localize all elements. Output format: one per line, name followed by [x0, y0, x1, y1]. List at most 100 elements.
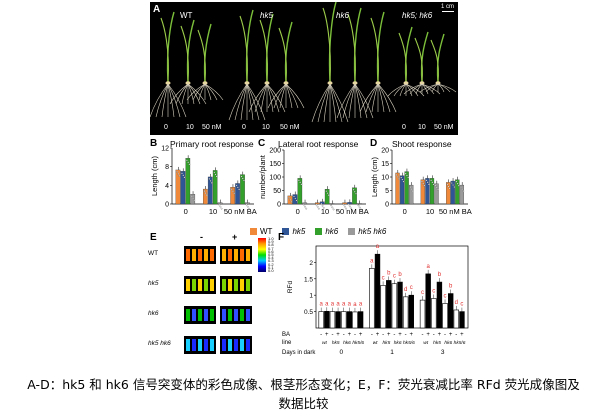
data-point — [187, 161, 189, 164]
leaf-segment — [204, 279, 208, 291]
ba-sign: - — [354, 332, 356, 338]
seedling-leaf — [259, 19, 268, 83]
ba-sign: + — [426, 332, 430, 338]
data-point — [245, 203, 248, 206]
y-tick-label: 0 — [385, 202, 389, 209]
data-point — [237, 186, 239, 189]
data-point — [215, 175, 218, 178]
days-row-label: Days in dark — [282, 350, 316, 356]
day-label: 0 — [340, 349, 344, 356]
significance-letter: c — [393, 274, 396, 280]
y-axis-label: Length (cm) — [370, 156, 379, 197]
ba-sign: - — [405, 332, 407, 338]
seedling-root — [240, 83, 248, 121]
data-point — [432, 183, 435, 186]
significance-letter: a — [376, 244, 380, 250]
seed — [419, 81, 425, 85]
data-point — [327, 194, 330, 196]
bar — [459, 184, 465, 205]
bar — [190, 194, 196, 205]
seedling-root — [248, 83, 268, 113]
ba-sign: + — [348, 332, 352, 338]
data-point — [246, 205, 249, 208]
data-point — [446, 183, 449, 186]
colorbar-tick-label: 0.3 — [268, 258, 274, 264]
seedling-root — [279, 83, 287, 109]
data-point — [330, 204, 332, 207]
seedling-root — [285, 83, 299, 109]
data-point — [300, 183, 303, 186]
line-label: hk5/6 — [454, 340, 466, 346]
significance-letter: a — [353, 302, 357, 308]
ba-sign: - — [371, 332, 373, 338]
data-point — [423, 184, 426, 187]
line-label: hk6 — [444, 340, 452, 346]
bar — [357, 311, 364, 329]
seedling — [311, 2, 349, 123]
colorbar-tick-label: 0.2 — [268, 261, 274, 267]
data-point — [448, 187, 451, 190]
bar — [240, 174, 245, 205]
dose-label: 0 — [164, 124, 168, 131]
leaf-segment — [186, 309, 190, 321]
seedling-leaf — [404, 26, 413, 83]
seedling-leaf — [239, 15, 248, 83]
legend-item-wt: WT — [250, 227, 272, 236]
row-label-hk5hk6: hk5 hk6 — [148, 340, 171, 347]
data-point — [203, 190, 206, 192]
data-point — [461, 188, 463, 190]
data-point — [219, 205, 222, 208]
line-label: hk5 — [433, 340, 441, 346]
significance-letter: c — [421, 290, 424, 296]
seedling-leaf — [347, 13, 356, 83]
leaf-segment — [228, 309, 232, 321]
seedling-leaf — [376, 11, 385, 83]
panel-f-rfd-chart: F 0.5 1 1.5 2 RFd a a a a a a a a a a c b c b d c c a c b c b d c BA l… — [278, 232, 474, 366]
bar — [342, 202, 347, 205]
data-point — [447, 185, 450, 188]
genotype-label-hk6: hk6 — [336, 11, 349, 20]
bar — [409, 184, 414, 205]
leaf-segment — [234, 309, 238, 321]
leaf-segment — [234, 279, 238, 291]
seedling-root — [155, 83, 169, 118]
y-tick-label: 10 — [381, 175, 389, 182]
seedling-root — [273, 83, 287, 109]
day-label: 3 — [441, 349, 445, 356]
leaf-segment — [204, 339, 208, 351]
data-point — [453, 186, 456, 188]
bar — [419, 299, 426, 329]
bar — [455, 179, 460, 205]
row-label-wt: WT — [148, 250, 159, 257]
leaf-segment — [228, 249, 232, 261]
data-point — [192, 197, 194, 199]
data-point — [186, 159, 188, 162]
bar — [450, 180, 455, 205]
seed — [352, 81, 358, 85]
seedling-root — [246, 83, 266, 121]
y-tick-label: 150 — [269, 161, 281, 168]
seedling-root — [393, 83, 407, 97]
data-point — [350, 207, 352, 210]
fluorescence-tile — [220, 276, 252, 294]
chart-lateral-root: C Lateral root response 0 50 100 150 200 numb… — [258, 138, 369, 220]
data-point — [402, 180, 405, 183]
panel-label-e: E — [150, 232, 157, 243]
data-point — [395, 174, 398, 176]
bar — [175, 169, 181, 205]
seedling-root — [204, 83, 218, 101]
seedling-root — [285, 83, 293, 109]
seedling-root — [399, 83, 407, 97]
significance-letter: a — [336, 302, 340, 308]
data-point — [398, 178, 400, 180]
seedling-leaf — [398, 32, 407, 83]
leaf-segment — [222, 279, 226, 291]
data-point — [332, 208, 335, 211]
leaf-segment — [240, 249, 244, 261]
seed — [403, 81, 409, 85]
seedling-root — [348, 83, 356, 119]
data-point — [243, 179, 245, 182]
leaf-segment — [246, 339, 250, 351]
significance-letter: b — [387, 270, 391, 276]
data-point — [456, 182, 459, 185]
